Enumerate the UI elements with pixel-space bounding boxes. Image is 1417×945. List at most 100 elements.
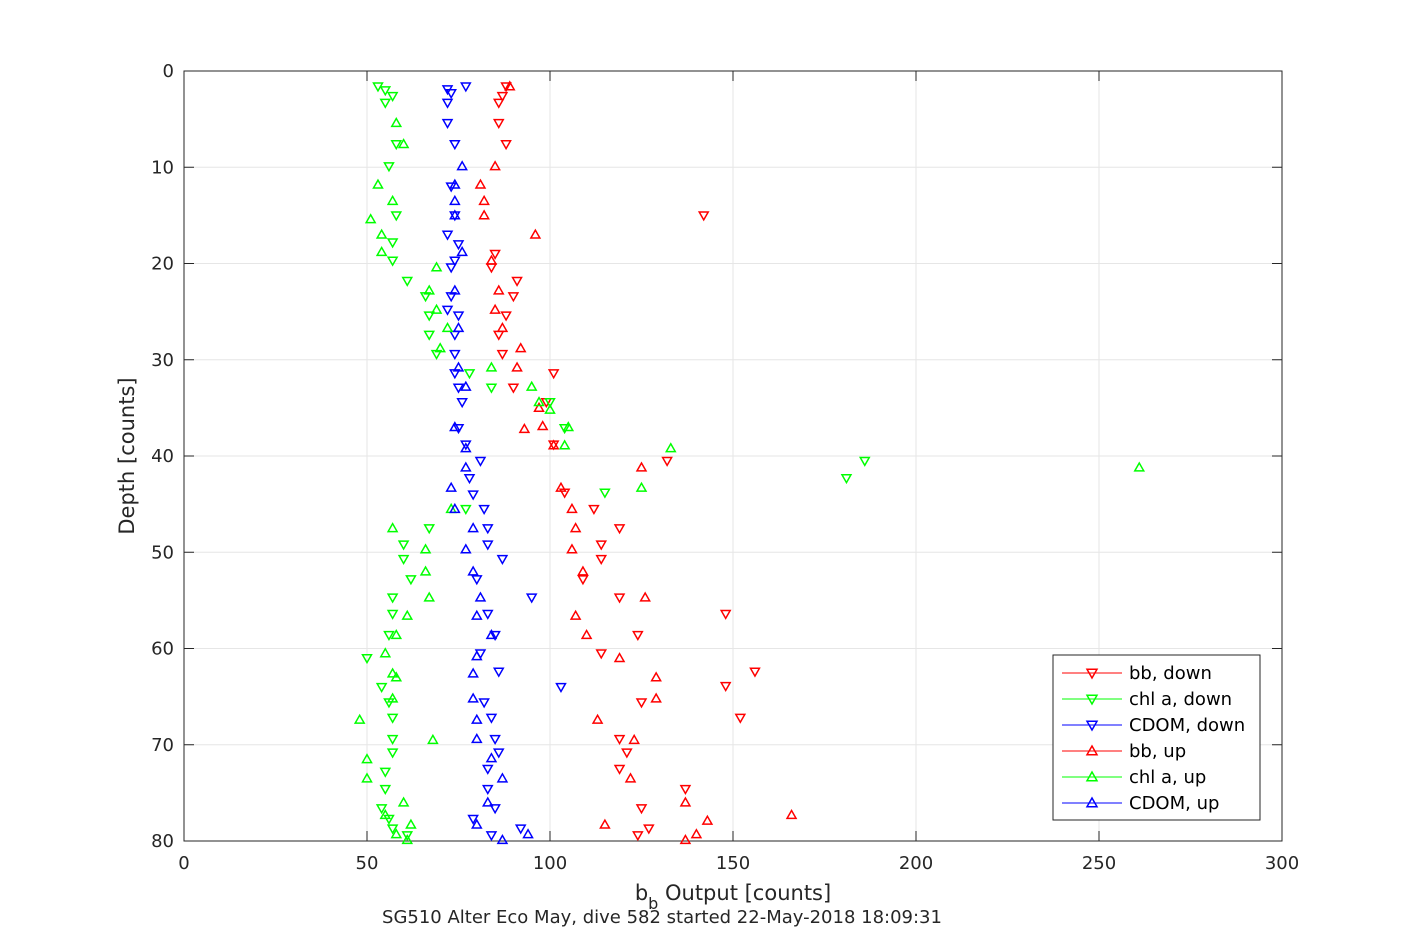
data-point: [478, 194, 490, 206]
data-point: [430, 261, 443, 272]
data-point: [489, 303, 501, 314]
data-point: [467, 522, 479, 533]
data-point: [390, 116, 403, 128]
legend-marker: [1085, 744, 1099, 756]
data-point: [386, 522, 399, 533]
legend-marker: [1085, 668, 1099, 680]
data-point: [423, 591, 436, 602]
data-point: [489, 734, 501, 745]
legend-marker: [1085, 720, 1099, 732]
data-point: [452, 361, 465, 372]
data-point: [467, 814, 479, 825]
data-point: [485, 752, 498, 763]
data-point: [481, 784, 494, 796]
data-point: [613, 524, 626, 535]
data-point: [650, 671, 662, 682]
data-point: [547, 439, 560, 450]
data-point: [500, 82, 512, 93]
data-point: [405, 818, 417, 829]
data-point: [397, 796, 410, 807]
x-axis-label: bb Output [counts]: [635, 881, 831, 913]
data-point: [496, 349, 509, 360]
data-point: [401, 831, 414, 842]
data-point: [577, 565, 589, 576]
data-point: [383, 162, 395, 173]
data-point: [449, 421, 461, 432]
data-point: [690, 828, 703, 839]
data-point: [441, 230, 454, 241]
x-tick-label: 200: [899, 853, 933, 874]
data-point: [481, 796, 494, 807]
data-point: [460, 380, 472, 391]
data-point: [492, 667, 505, 678]
data-point: [456, 160, 468, 171]
data-point: [485, 713, 498, 724]
data-point: [353, 713, 366, 724]
data-point: [734, 713, 747, 724]
data-point: [697, 211, 710, 222]
data-point: [558, 423, 571, 435]
data-point: [386, 91, 399, 103]
data-point: [569, 522, 582, 533]
data-point: [478, 209, 490, 220]
data-point: [375, 682, 388, 694]
y-tick-label: 40: [151, 446, 174, 467]
data-point: [547, 369, 560, 380]
data-point: [485, 831, 498, 842]
data-point: [632, 831, 644, 842]
data-point: [386, 824, 399, 835]
series-3: [474, 80, 798, 845]
data-point: [401, 834, 414, 845]
data-point: [613, 593, 626, 604]
data-point: [372, 178, 384, 189]
data-point: [664, 442, 677, 453]
data-point: [492, 284, 505, 295]
data-point: [471, 818, 483, 829]
data-point: [555, 481, 567, 492]
data-point: [449, 284, 461, 295]
data-point: [449, 209, 461, 220]
data-point: [624, 772, 637, 783]
data-point: [390, 140, 403, 151]
data-point: [481, 764, 494, 775]
data-point: [361, 654, 373, 665]
data-point: [474, 178, 487, 189]
data-point: [566, 543, 578, 554]
data-point: [544, 397, 556, 409]
data-point: [507, 292, 520, 303]
data-point: [511, 276, 523, 287]
data-point: [390, 671, 403, 682]
data-point: [379, 98, 392, 109]
data-point: [419, 565, 432, 576]
data-point: [536, 420, 549, 431]
data-point: [386, 609, 399, 620]
data-point: [566, 502, 578, 514]
data-point: [529, 228, 542, 239]
data-point: [639, 591, 651, 602]
data-point: [467, 490, 479, 501]
data-point: [591, 713, 604, 724]
data-point: [467, 667, 479, 678]
y-axis-label: Depth [counts]: [115, 377, 139, 534]
data-point: [452, 423, 465, 435]
data-point: [481, 609, 494, 620]
data-point: [397, 554, 410, 565]
data-point: [719, 609, 732, 620]
data-point: [445, 263, 457, 274]
data-point: [423, 524, 436, 535]
data-point: [386, 748, 399, 759]
data-point: [503, 80, 516, 91]
data-point: [577, 575, 589, 586]
data-point: [679, 784, 692, 796]
data-point: [397, 540, 410, 551]
data-point: [379, 809, 392, 820]
data-point: [471, 732, 483, 744]
data-point: [1133, 461, 1146, 472]
data-point: [525, 380, 538, 391]
data-point: [460, 543, 472, 554]
data-point: [485, 254, 498, 265]
data-point: [613, 734, 626, 745]
data-point: [500, 311, 512, 322]
data-point: [449, 349, 461, 360]
data-point: [481, 540, 494, 551]
